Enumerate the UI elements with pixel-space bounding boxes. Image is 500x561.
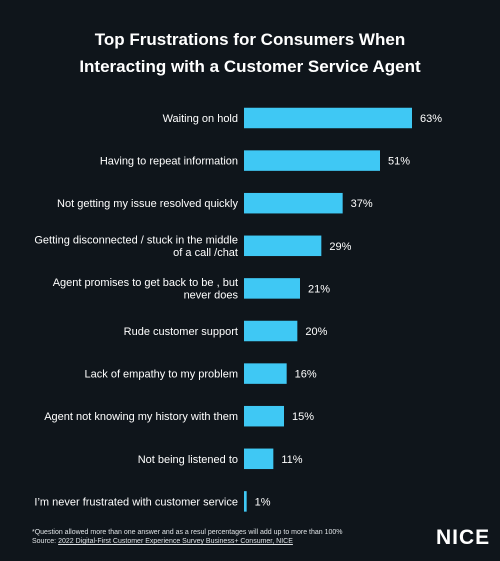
bar-6 — [244, 363, 287, 384]
chart-title: Top Frustrations for Consumers When Inte… — [0, 26, 500, 80]
category-label-0: Waiting on hold — [163, 113, 238, 125]
category-label-4-line-1: never does — [184, 290, 239, 302]
bar-2 — [244, 192, 343, 214]
value-label-4: 21% — [308, 283, 330, 295]
category-label-5: Rude customer support — [124, 326, 238, 338]
category-label-3-line-0: Getting disconnected / stuck in the midd… — [34, 235, 238, 247]
value-label-0: 63% — [420, 113, 442, 125]
footnote-source: Source: 2022 Digital-First Customer Expe… — [32, 537, 392, 546]
footnote-source-prefix: Source: — [32, 538, 59, 545]
chart-title-line-2: Interacting with a Customer Service Agen… — [79, 57, 421, 76]
value-label-5: 20% — [305, 326, 327, 338]
bar-1 — [244, 150, 380, 171]
category-label-2: Not getting my issue resolved quickly — [57, 198, 238, 210]
chart-title-line-1: Top Frustrations for Consumers When — [94, 30, 406, 49]
category-label-4-line-0: Agent promises to get back to be , but — [53, 277, 238, 289]
value-label-2: 37% — [351, 198, 373, 210]
category-label-8: Not being listened to — [138, 454, 238, 466]
bar-9 — [244, 491, 247, 512]
category-label-9: I’m never frustrated with customer servi… — [34, 496, 238, 508]
nice-logo: NICE — [436, 526, 491, 549]
category-label-3-line-1: of a call /chat — [173, 247, 238, 259]
footnote-source-link[interactable]: 2022 Digital-First Customer Experience S… — [58, 538, 293, 545]
value-label-8: 11% — [281, 454, 302, 466]
footnote-note: *Question allowed more than one answer a… — [32, 529, 343, 536]
footnote: *Question allowed more than one answer a… — [32, 528, 392, 546]
bar-7 — [244, 405, 284, 427]
bar-0 — [244, 107, 412, 129]
bar-5 — [244, 320, 298, 342]
value-label-7: 15% — [292, 411, 314, 423]
value-label-6: 16% — [295, 369, 317, 381]
bar-3 — [244, 235, 322, 257]
bar-8 — [244, 448, 274, 470]
category-label-6: Lack of empathy to my problem — [85, 369, 238, 381]
category-label-1: Having to repeat information — [100, 156, 238, 168]
bar-4 — [244, 278, 300, 299]
value-label-3: 29% — [329, 241, 351, 253]
value-label-9: 1% — [255, 496, 271, 508]
value-label-1: 51% — [388, 156, 410, 168]
category-label-7: Agent not knowing my history with them — [44, 411, 238, 423]
